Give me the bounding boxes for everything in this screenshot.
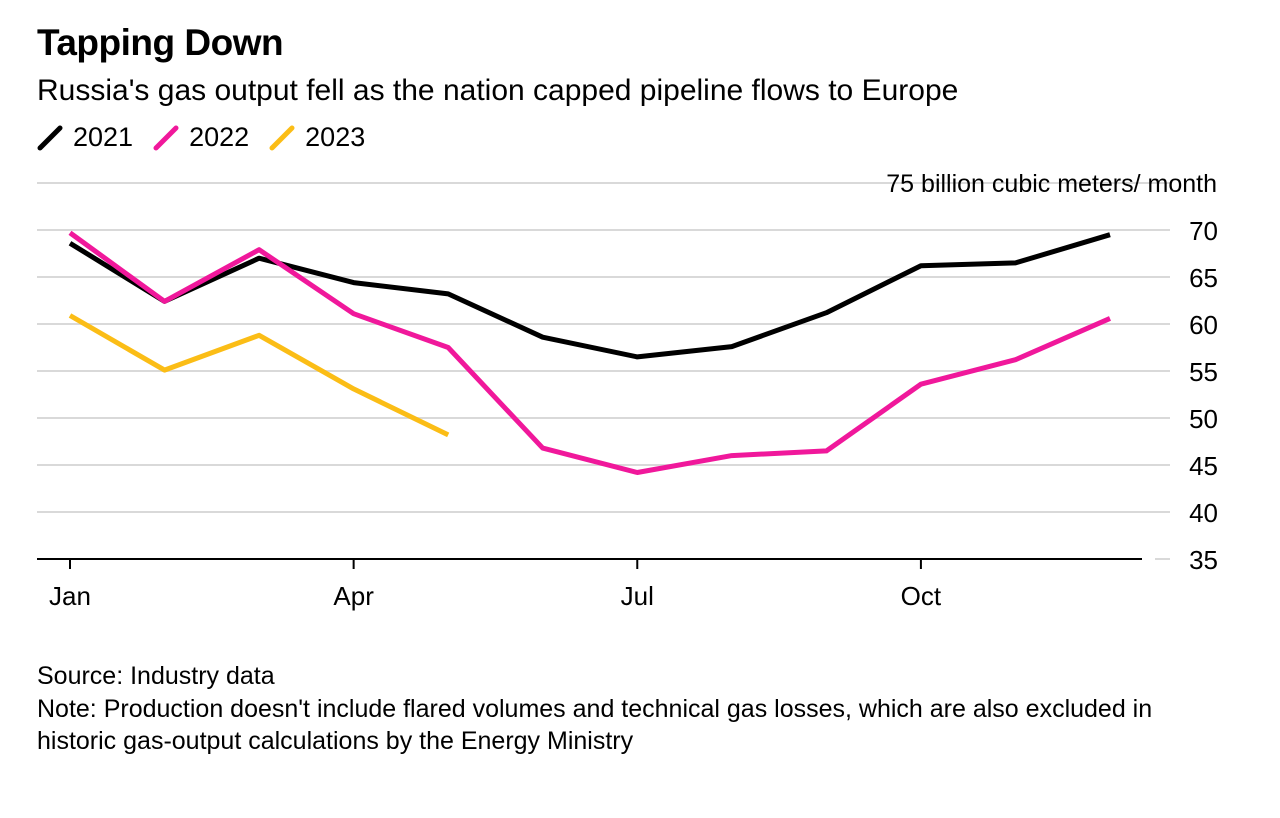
- chart-title: Tapping Down: [37, 22, 284, 63]
- series-line-2021: [68, 232, 1111, 360]
- x-tick-label: Jul: [621, 581, 654, 611]
- y-tick-label: 35: [1189, 545, 1218, 575]
- unit-label: 75 billion cubic meters/ month: [886, 170, 1217, 198]
- legend-item-2022: 2022: [153, 122, 249, 153]
- y-tick-label: 65: [1189, 263, 1218, 293]
- y-tick-label: 60: [1189, 310, 1218, 340]
- chart-subtitle: Russia's gas output fell as the nation c…: [37, 74, 959, 107]
- legend-swatch-2022: [153, 125, 179, 151]
- legend-label: 2022: [189, 122, 250, 152]
- y-tick-label: 45: [1189, 451, 1218, 481]
- legend-item-2021: 2021: [37, 122, 133, 153]
- legend-swatch-2023: [269, 125, 295, 151]
- legend: 2021 2022 2023: [37, 122, 385, 153]
- y-tick-label: 40: [1189, 498, 1218, 528]
- legend-item-2023: 2023: [269, 122, 365, 153]
- x-tick-label: Oct: [901, 581, 942, 611]
- legend-swatch-2021: [37, 125, 63, 151]
- y-tick-label: 50: [1189, 404, 1218, 434]
- legend-label: 2021: [73, 122, 134, 152]
- footnote: Note: Production doesn't include flared …: [37, 695, 1153, 755]
- y-tick-label: 70: [1189, 216, 1218, 246]
- line-chart: 35 40 45 50 55 60 65 70 75 billion cubic meters/…: [37, 170, 1218, 611]
- series-line-2023: [68, 313, 450, 438]
- source-note: Source: Industry data: [37, 662, 275, 690]
- series-line-2022: [68, 230, 1112, 475]
- legend-label: 2023: [305, 122, 366, 152]
- x-tick-label: Jan: [49, 581, 91, 611]
- y-tick-label: 55: [1189, 357, 1218, 387]
- x-tick-label: Apr: [333, 581, 374, 611]
